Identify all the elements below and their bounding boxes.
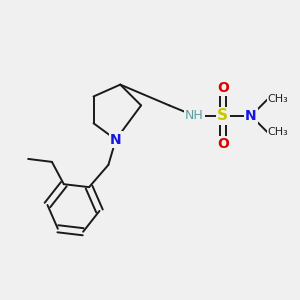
Text: S: S: [217, 108, 228, 123]
Text: O: O: [217, 137, 229, 151]
Text: O: O: [217, 81, 229, 94]
Text: N: N: [110, 133, 122, 147]
Text: CH₃: CH₃: [267, 127, 288, 137]
Text: NH: NH: [185, 109, 204, 122]
Text: CH₃: CH₃: [267, 94, 288, 104]
Text: N: N: [245, 109, 257, 123]
